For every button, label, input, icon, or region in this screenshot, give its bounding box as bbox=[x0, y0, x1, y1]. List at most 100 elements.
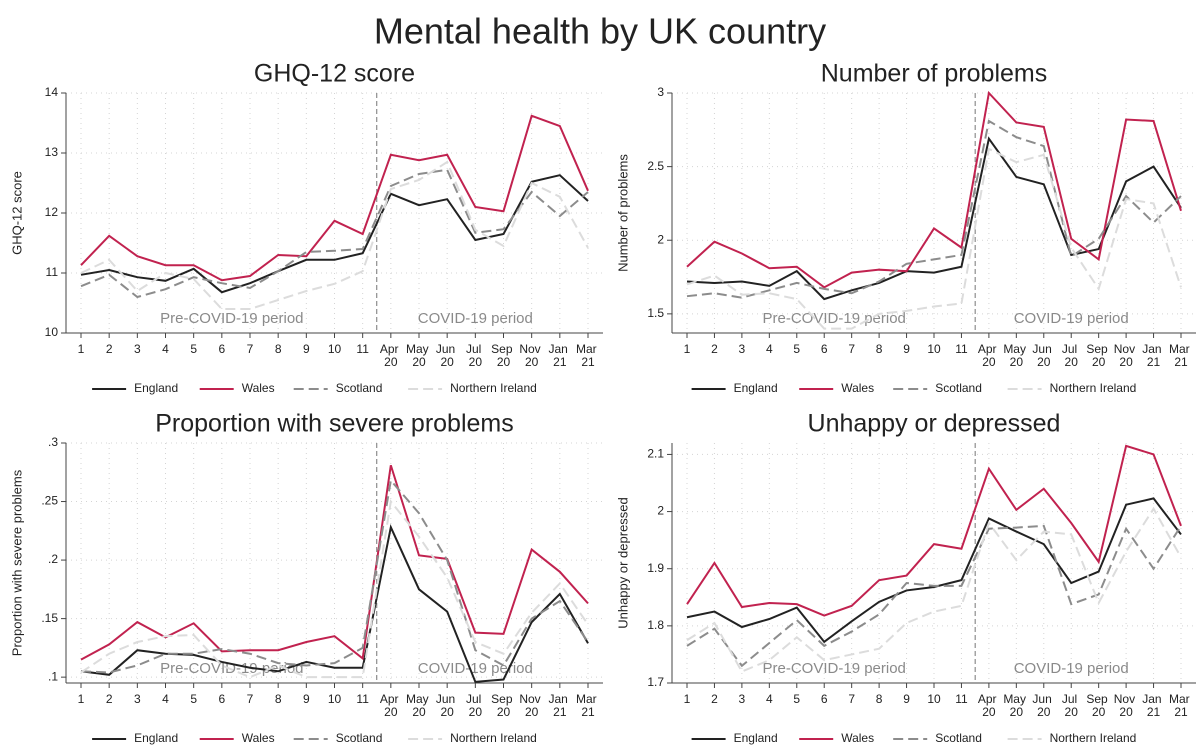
y-tick-label: 14 bbox=[45, 85, 59, 99]
annotation: Pre-COVID-19 period bbox=[763, 310, 906, 327]
x-tick-label: 7 bbox=[848, 342, 855, 356]
x-tick-label: 10 bbox=[328, 692, 342, 706]
y-tick-label: 1.5 bbox=[647, 306, 664, 320]
series-line bbox=[686, 136, 1182, 301]
x-tick-label: 2 bbox=[711, 692, 718, 706]
x-tick-label: Jul 20 bbox=[1062, 342, 1081, 369]
series-line bbox=[686, 90, 1182, 289]
x-tick-label: 5 bbox=[190, 692, 197, 706]
y-tick-label: .2 bbox=[48, 552, 58, 566]
x-tick-label: 6 bbox=[218, 342, 225, 356]
legend-label: England bbox=[734, 731, 778, 745]
series-line bbox=[686, 524, 1182, 668]
legend-label: England bbox=[134, 381, 178, 395]
y-tick-label: 1.9 bbox=[647, 561, 664, 575]
x-tick-label: 7 bbox=[247, 342, 254, 356]
y-axis-label: GHQ-12 score bbox=[9, 171, 24, 255]
annotation: COVID-19 period bbox=[1014, 310, 1129, 327]
x-tick-label: 3 bbox=[739, 342, 746, 356]
series-line bbox=[686, 506, 1182, 673]
x-tick-label: Nov 20 bbox=[1114, 692, 1139, 719]
annotation: COVID-19 period bbox=[1014, 660, 1129, 677]
x-tick-label: Jan 21 bbox=[548, 692, 571, 719]
x-tick-label: 4 bbox=[766, 692, 773, 706]
y-tick-label: .15 bbox=[41, 611, 58, 625]
x-tick-label: 3 bbox=[134, 342, 141, 356]
panel-title: Unhappy or depressed bbox=[808, 410, 1061, 438]
panel-title: Number of problems bbox=[821, 60, 1047, 88]
legend-label: England bbox=[734, 381, 778, 395]
annotation: COVID-19 period bbox=[418, 660, 533, 677]
x-tick-label: 9 bbox=[303, 342, 310, 356]
y-tick-label: .3 bbox=[48, 435, 58, 449]
y-axis-label: Proportion with severe problems bbox=[9, 469, 24, 656]
legend-label: Northern Ireland bbox=[1050, 731, 1137, 745]
x-tick-label: 8 bbox=[876, 692, 883, 706]
y-tick-label: 13 bbox=[45, 145, 59, 159]
x-tick-label: 5 bbox=[190, 342, 197, 356]
y-tick-label: 2.1 bbox=[647, 447, 664, 461]
x-tick-label: 2 bbox=[106, 342, 113, 356]
x-tick-label: 1 bbox=[78, 692, 85, 706]
x-tick-label: Nov 20 bbox=[519, 342, 544, 369]
x-tick-label: 10 bbox=[328, 342, 342, 356]
series-line bbox=[686, 497, 1182, 644]
x-tick-label: 11 bbox=[356, 342, 369, 356]
x-tick-label: Sep 20 bbox=[1086, 692, 1111, 719]
legend-label: Wales bbox=[841, 731, 874, 745]
x-tick-label: Nov 20 bbox=[519, 692, 544, 719]
legend-label: Northern Ireland bbox=[450, 381, 537, 395]
x-tick-label: 9 bbox=[303, 692, 310, 706]
x-tick-label: 1 bbox=[78, 342, 85, 356]
series-line bbox=[80, 174, 589, 294]
x-tick-label: Jan 21 bbox=[1142, 692, 1165, 719]
x-tick-label: Jun 20 bbox=[1032, 342, 1055, 369]
x-tick-label: 6 bbox=[821, 342, 828, 356]
y-tick-label: 2.5 bbox=[647, 159, 664, 173]
x-tick-label: 3 bbox=[134, 692, 141, 706]
y-tick-label: 1.8 bbox=[647, 618, 664, 632]
x-tick-label: Mar 21 bbox=[576, 692, 600, 719]
x-tick-label: 6 bbox=[218, 692, 225, 706]
x-tick-label: 6 bbox=[821, 692, 828, 706]
y-tick-label: 2 bbox=[657, 232, 664, 246]
x-tick-label: Sep 20 bbox=[1086, 342, 1111, 369]
series-line bbox=[80, 160, 589, 310]
series-line bbox=[686, 444, 1182, 617]
y-tick-label: 12 bbox=[45, 205, 59, 219]
series-line bbox=[686, 147, 1182, 330]
annotation: Pre-COVID-19 period bbox=[160, 310, 303, 327]
x-tick-label: 11 bbox=[356, 692, 369, 706]
series-line bbox=[80, 464, 589, 661]
series-line bbox=[686, 119, 1182, 299]
x-tick-label: May 20 bbox=[1003, 342, 1029, 369]
series-line bbox=[80, 168, 589, 299]
x-tick-label: May 20 bbox=[406, 692, 432, 719]
legend-label: Wales bbox=[242, 731, 275, 745]
x-tick-label: May 20 bbox=[1003, 692, 1029, 719]
x-tick-label: Mar 21 bbox=[1169, 692, 1193, 719]
legend-label: Wales bbox=[841, 381, 874, 395]
x-tick-label: Jul 20 bbox=[1062, 692, 1081, 719]
x-tick-label: 2 bbox=[106, 692, 113, 706]
x-tick-label: Apr 20 bbox=[380, 692, 402, 719]
x-tick-label: 4 bbox=[162, 692, 169, 706]
legend-label: Scotland bbox=[935, 731, 982, 745]
x-tick-label: 11 bbox=[955, 692, 968, 706]
x-tick-label: 8 bbox=[275, 342, 282, 356]
x-tick-label: 4 bbox=[766, 342, 773, 356]
x-tick-label: 9 bbox=[903, 692, 910, 706]
x-tick-label: 4 bbox=[162, 342, 169, 356]
series-line bbox=[80, 478, 589, 674]
legend-label: Scotland bbox=[935, 381, 982, 395]
x-tick-label: 11 bbox=[955, 342, 968, 356]
x-tick-label: Apr 20 bbox=[978, 342, 1000, 369]
legend-label: Wales bbox=[242, 381, 275, 395]
x-tick-label: 5 bbox=[793, 342, 800, 356]
x-tick-label: 10 bbox=[927, 692, 941, 706]
x-tick-label: 3 bbox=[739, 692, 746, 706]
figure-title: Mental health by UK country bbox=[374, 11, 826, 52]
y-tick-label: .25 bbox=[41, 494, 58, 508]
